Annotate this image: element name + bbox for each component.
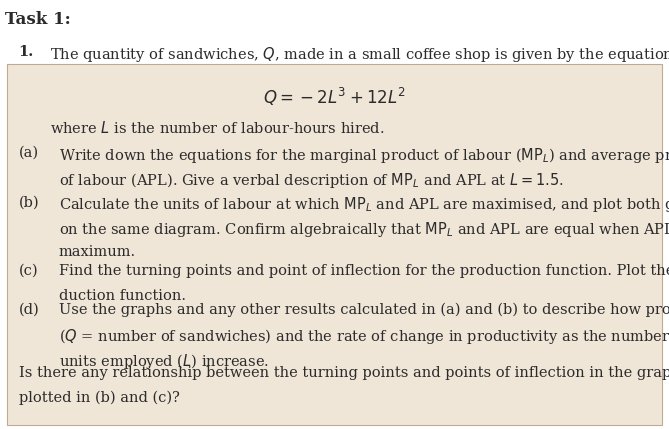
Text: on the same diagram. Confirm algebraically that $\mathrm{MP}_L$ and APL are equa: on the same diagram. Confirm algebraical… — [59, 220, 669, 239]
Text: 1.: 1. — [19, 45, 34, 59]
Text: plotted in (b) and (c)?: plotted in (b) and (c)? — [19, 390, 179, 405]
Text: Write down the equations for the marginal product of labour ($\mathrm{MP}_L$) an: Write down the equations for the margina… — [59, 146, 669, 165]
Text: Calculate the units of labour at which $\mathrm{MP}_L$ and APL are maximised, an: Calculate the units of labour at which $… — [59, 195, 669, 214]
Text: Use the graphs and any other results calculated in (a) and (b) to describe how p: Use the graphs and any other results cal… — [59, 302, 669, 317]
Text: ($Q$ = number of sandwiches) and the rate of change in productivity as the numbe: ($Q$ = number of sandwiches) and the rat… — [59, 327, 669, 346]
Text: Find the turning points and point of inflection for the production function. Plo: Find the turning points and point of inf… — [59, 264, 669, 278]
Text: where $L$ is the number of labour-hours hired.: where $L$ is the number of labour-hours … — [50, 120, 385, 136]
Text: of labour (APL). Give a verbal description of $\mathrm{MP}_L$ and APL at $L = 1.: of labour (APL). Give a verbal descripti… — [59, 171, 564, 190]
Text: Is there any relationship between the turning points and points of inflection in: Is there any relationship between the tu… — [19, 366, 669, 380]
Text: Task 1:: Task 1: — [5, 11, 71, 28]
Text: units employed ($L$) increase.: units employed ($L$) increase. — [59, 352, 269, 371]
Text: duction function.: duction function. — [59, 289, 186, 303]
Text: (d): (d) — [19, 302, 39, 317]
Text: $Q = -2L^3 + 12L^2$: $Q = -2L^3 + 12L^2$ — [263, 86, 406, 108]
Text: (a): (a) — [19, 146, 39, 160]
Text: maximum.: maximum. — [59, 245, 136, 259]
Text: The quantity of sandwiches, $Q$, made in a small coffee shop is given by the equ: The quantity of sandwiches, $Q$, made in… — [50, 45, 669, 64]
Text: (b): (b) — [19, 195, 39, 209]
Text: (c): (c) — [19, 264, 38, 278]
